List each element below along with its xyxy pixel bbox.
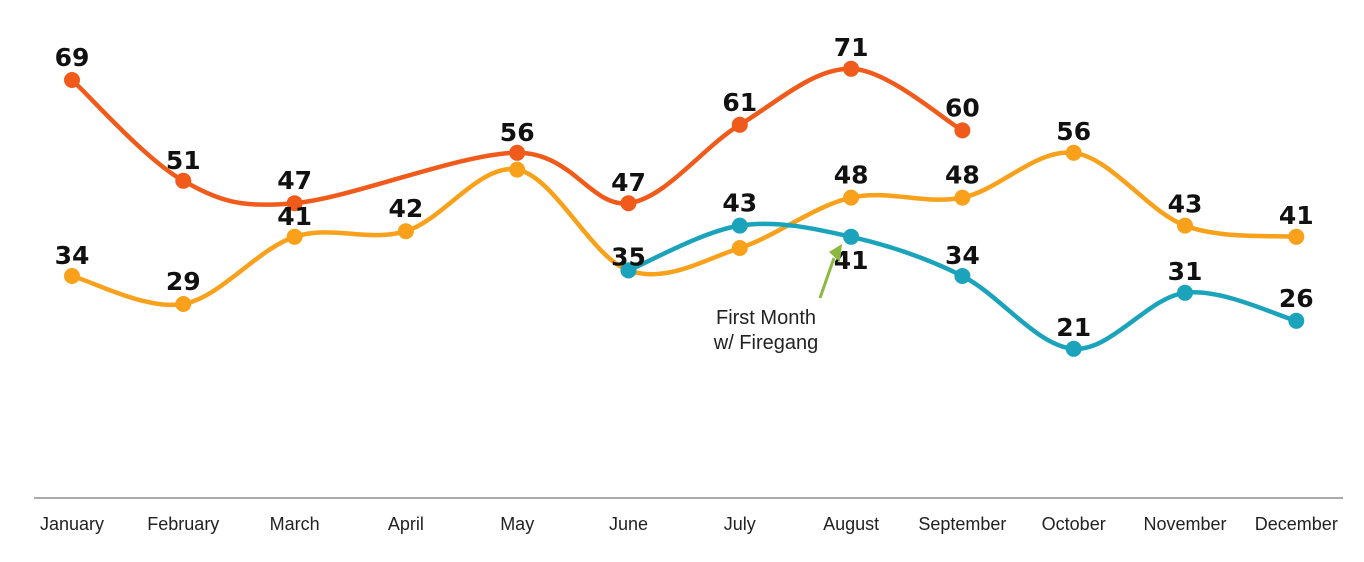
- data-point: [286, 228, 303, 245]
- data-label: 31: [1168, 257, 1203, 286]
- data-label: 21: [1056, 313, 1091, 342]
- data-point: [64, 72, 80, 88]
- x-tick-label: August: [823, 514, 879, 534]
- data-point: [954, 189, 971, 206]
- annotation-arrowhead: [829, 244, 842, 262]
- data-point: [509, 144, 526, 161]
- data-point: [286, 195, 303, 212]
- data-point: [954, 268, 971, 284]
- data-label: 41: [277, 202, 312, 231]
- data-point: [509, 161, 526, 178]
- data-point: [954, 122, 971, 139]
- data-label: 56: [1056, 117, 1091, 146]
- data-label: 43: [722, 189, 757, 218]
- data-label: 47: [277, 166, 312, 195]
- data-point: [175, 172, 192, 189]
- annotation-text: w/ Firegang: [713, 332, 819, 354]
- data-label: 61: [722, 88, 757, 117]
- series-line: [69, 66, 965, 207]
- data-point: [731, 217, 748, 234]
- data-label: 56: [500, 118, 535, 147]
- data-point: [1288, 312, 1305, 329]
- annotation-text: First Month: [716, 307, 816, 329]
- x-tick-label: March: [270, 514, 320, 534]
- data-label: 42: [389, 194, 424, 223]
- data-label: 69: [55, 43, 90, 72]
- data-label: 51: [166, 146, 201, 175]
- data-point: [731, 240, 748, 256]
- x-tick-label: April: [388, 514, 424, 534]
- data-label: 26: [1279, 284, 1314, 313]
- data-point: [843, 228, 860, 245]
- data-label: 71: [834, 33, 869, 62]
- data-label: 47: [611, 168, 646, 197]
- data-point: [731, 116, 748, 133]
- data-point: [64, 268, 80, 284]
- data-label: 34: [945, 241, 980, 270]
- x-tick-label: October: [1042, 514, 1106, 534]
- data-label: 43: [1168, 190, 1203, 219]
- data-point: [1065, 340, 1082, 357]
- x-tick-label: September: [918, 514, 1006, 534]
- data-point: [1288, 228, 1305, 245]
- x-tick-label: February: [147, 514, 219, 534]
- data-label: 48: [945, 161, 980, 190]
- series-line: [69, 150, 1299, 308]
- data-label: 41: [1279, 201, 1314, 230]
- data-point: [397, 223, 414, 240]
- data-point: [1065, 144, 1082, 161]
- data-point: [843, 60, 860, 77]
- x-tick-label: December: [1255, 514, 1338, 534]
- x-tick-label: November: [1143, 514, 1226, 534]
- data-point: [620, 262, 637, 279]
- x-tick-label: June: [609, 514, 648, 534]
- data-label: 29: [166, 267, 201, 296]
- x-tick-label: May: [500, 514, 534, 534]
- data-point: [175, 296, 192, 312]
- data-point: [843, 189, 860, 206]
- data-label: 60: [945, 93, 980, 122]
- x-tick-label: January: [40, 514, 104, 534]
- data-label: 48: [834, 161, 869, 190]
- data-point: [620, 195, 637, 212]
- annotation-arrow: [818, 257, 836, 299]
- x-tick-label: July: [724, 514, 756, 534]
- data-point: [1177, 284, 1193, 301]
- data-point: [1177, 217, 1193, 234]
- data-label: 35: [611, 242, 646, 271]
- data-label: 34: [55, 241, 90, 270]
